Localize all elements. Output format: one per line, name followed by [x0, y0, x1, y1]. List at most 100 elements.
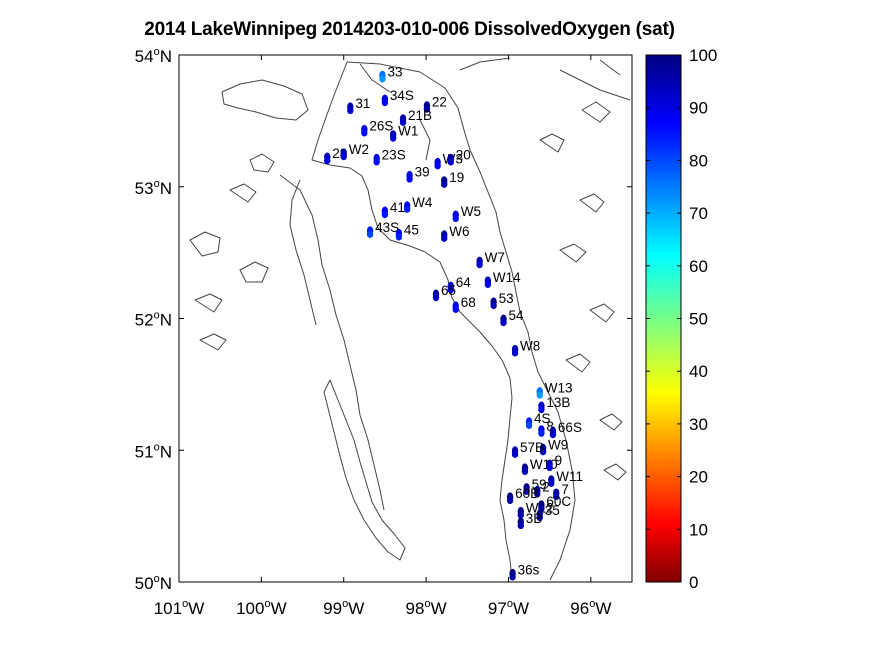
station-marker	[536, 514, 543, 522]
station-21B: 21B	[399, 108, 432, 126]
station-45: 45	[395, 222, 419, 241]
station-label: W8	[520, 338, 540, 353]
station-8: 8	[538, 419, 554, 437]
station-label: 60B	[515, 486, 539, 501]
x-tick-labels: 101oW 100oW 99oW 98oW 97oW 96oW	[154, 598, 612, 618]
station-marker	[553, 492, 560, 501]
y-tick-label: 51oN	[135, 441, 172, 461]
station-marker	[441, 234, 448, 242]
station-9: 9	[546, 453, 562, 472]
station-43S: 43S	[366, 220, 399, 238]
station-label: 26S	[369, 118, 393, 133]
y-tick-label: 54oN	[135, 46, 172, 66]
map-axes: 101oW 100oW 99oW 98oW 97oW 96oW 50oN51oN52oN5…	[135, 46, 633, 618]
station-marker	[441, 180, 448, 188]
station-60C: 60C	[538, 494, 571, 513]
colorbar-tick-label: 0	[689, 573, 698, 592]
station-label: 34S	[390, 88, 414, 103]
station-57B: 57B	[511, 440, 544, 458]
station-marker	[432, 294, 440, 302]
station-label: W4	[412, 195, 433, 210]
station-66S: 66S	[549, 420, 582, 439]
station-W1: W1	[389, 124, 418, 142]
station-marker	[324, 156, 331, 165]
x-tick-label: 98oW	[406, 598, 447, 618]
y-tick-label: 52oN	[135, 310, 172, 330]
station-label: 68	[461, 295, 476, 310]
station-marker	[399, 118, 407, 126]
station-marker	[511, 450, 519, 458]
station-label: 41	[390, 200, 405, 215]
station-label: 33	[387, 64, 402, 79]
colorbar-gradient	[645, 54, 682, 583]
station-marker	[506, 496, 514, 505]
station-41: 41	[381, 200, 405, 219]
lake-winnipegosis-outline	[279, 174, 385, 511]
station-label: 60C	[546, 494, 571, 509]
station-W14: W14	[484, 270, 521, 289]
small-lakes-east	[539, 101, 627, 481]
station-label: 36s	[518, 562, 540, 577]
station-53: 53	[490, 291, 514, 310]
station-26S: 26S	[361, 118, 393, 137]
station-marker	[452, 214, 459, 223]
colorbar-tick-label: 50	[689, 310, 708, 329]
station-60B: 60B	[506, 486, 539, 505]
station-marker	[538, 429, 545, 437]
lake-manitoba-outline	[323, 379, 406, 561]
y-tick-label: 53oN	[135, 178, 172, 198]
station-33: 33	[379, 64, 402, 83]
station-label: 35	[545, 503, 560, 518]
station-label: W1	[398, 124, 418, 139]
station-label: 64	[456, 275, 472, 290]
station-marker	[381, 211, 389, 219]
station-marker	[476, 261, 483, 269]
station-marker	[525, 421, 533, 429]
colorbar-ticks: 0 10 20 30 40 50 60 70 80 90 100	[646, 46, 717, 592]
small-lakes-west	[189, 153, 275, 351]
station-64: 64	[447, 275, 472, 294]
station-label: 23S	[382, 147, 406, 162]
station-marker	[447, 286, 454, 294]
station-W2: W2	[340, 142, 369, 161]
station-13B: 13B	[538, 395, 570, 414]
station-marker	[549, 431, 557, 439]
station-20: 20	[447, 147, 471, 166]
station-marker	[447, 158, 454, 166]
station-W11: W11	[548, 469, 583, 487]
tick-marks	[178, 54, 632, 583]
station-W4: W4	[403, 195, 433, 213]
station-marker	[517, 511, 525, 519]
station-marker	[500, 319, 507, 327]
station-marker	[546, 463, 553, 472]
station-34S: 34S	[381, 88, 414, 107]
station-label: W7	[485, 250, 505, 265]
station-marker	[484, 280, 492, 289]
station-marker	[381, 99, 389, 107]
station-W13: W13	[536, 381, 573, 399]
station-marker	[379, 75, 386, 83]
map-title: 2014 LakeWinnipeg 2014203-010-006 Dissol…	[144, 19, 675, 40]
station-36s: 36s	[509, 562, 540, 581]
station-marker	[517, 521, 525, 530]
station-marker	[403, 205, 411, 213]
station-marker	[539, 448, 547, 456]
station-label: 8	[546, 419, 554, 434]
station-7: 7	[553, 482, 569, 501]
station-label: W2	[349, 142, 369, 157]
y-tick-label: 50oN	[135, 573, 172, 593]
station-marker	[536, 391, 543, 399]
station-marker	[395, 233, 403, 241]
station-label: 4S	[534, 411, 551, 426]
station-label: 3B	[526, 511, 543, 526]
station-marker	[434, 162, 441, 170]
station-marker	[452, 305, 459, 314]
station-marker	[523, 487, 530, 495]
station-label: 21B	[408, 108, 432, 123]
y-tick-labels: 50oN 51oN 52oN 53oN 54oN	[135, 46, 172, 593]
station-marker	[366, 230, 374, 238]
colorbar: 0 10 20 30 40 50 60 70 80 90 100	[645, 46, 717, 592]
station-39: 39	[406, 165, 430, 183]
station-68: 68	[452, 295, 476, 314]
